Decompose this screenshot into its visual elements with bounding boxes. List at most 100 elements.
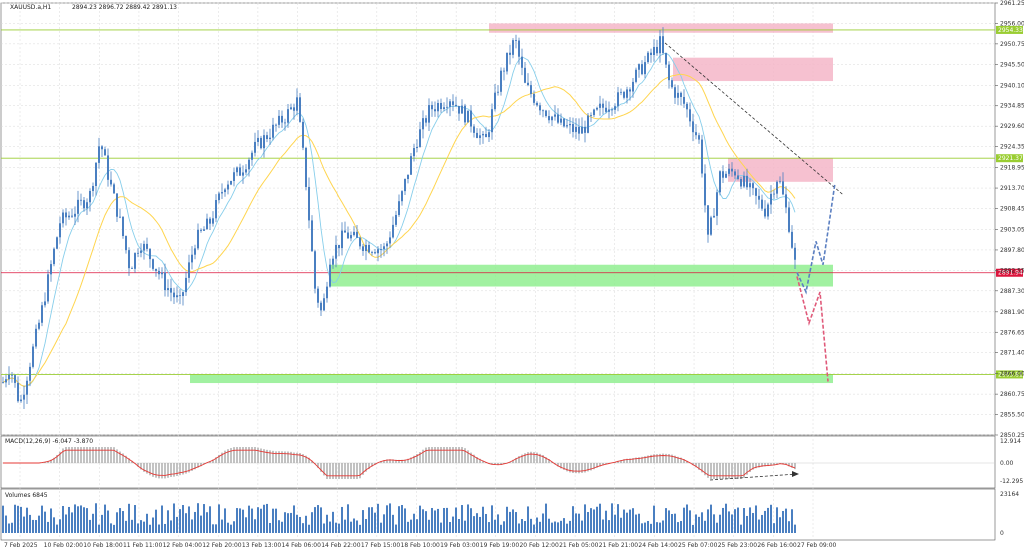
time-label: 25 Feb 23:00 bbox=[718, 542, 758, 549]
candle-body bbox=[68, 215, 70, 218]
volume-bar bbox=[194, 511, 196, 533]
volume-bar bbox=[116, 512, 118, 533]
volume-bar bbox=[506, 506, 508, 533]
volume-bar bbox=[356, 520, 358, 533]
price-tick-label: 2897.80 bbox=[1000, 247, 1024, 254]
candle-body bbox=[197, 229, 199, 249]
candle-body bbox=[416, 146, 418, 149]
macd-arrow-head bbox=[792, 471, 799, 477]
key-level-tag bbox=[996, 268, 1023, 277]
key-level-tag bbox=[996, 370, 1023, 379]
candle-body bbox=[587, 115, 589, 133]
candle-body bbox=[167, 288, 169, 291]
time-label: 26 Feb 16:00 bbox=[757, 542, 797, 549]
volume-bar bbox=[302, 523, 304, 533]
candle-body bbox=[317, 288, 319, 303]
candle-body bbox=[623, 91, 625, 98]
candle-body bbox=[110, 179, 112, 185]
volume-bar bbox=[188, 506, 190, 533]
volume-panel bbox=[2, 503, 796, 533]
candle-body bbox=[218, 193, 220, 201]
candle-body bbox=[746, 175, 748, 188]
candle-body bbox=[38, 322, 40, 329]
candle-body bbox=[650, 52, 652, 55]
volume-bar bbox=[707, 509, 709, 533]
volume-bar bbox=[260, 508, 262, 533]
candle-body bbox=[452, 101, 454, 105]
candle-body bbox=[83, 200, 85, 209]
price-tick-label: 2855.50 bbox=[1000, 412, 1024, 419]
volume-bar bbox=[71, 512, 73, 533]
candle-body bbox=[191, 254, 193, 263]
volume-bar bbox=[440, 522, 442, 533]
volume-bar bbox=[320, 507, 322, 533]
time-label: 12 Feb 20:00 bbox=[202, 542, 242, 549]
key-level-label: 2921.37 bbox=[998, 155, 1023, 162]
candle-body bbox=[497, 91, 499, 93]
price-tick-label: 2940.10 bbox=[1000, 82, 1024, 89]
volume-bar bbox=[563, 518, 565, 533]
volume-bar bbox=[113, 524, 115, 533]
volume-bar bbox=[491, 505, 493, 533]
volume-bar bbox=[617, 504, 619, 533]
candle-body bbox=[326, 286, 328, 299]
candle-body bbox=[767, 204, 769, 217]
macd-tick-label: 12.914 bbox=[1000, 438, 1021, 445]
price-tick-label: 2850.25 bbox=[1000, 432, 1024, 439]
candle-body bbox=[395, 214, 397, 225]
candle-body bbox=[608, 109, 610, 112]
candle-body bbox=[584, 126, 586, 133]
candle-body bbox=[527, 82, 529, 86]
time-label: 17 Feb 15:00 bbox=[361, 542, 401, 549]
volume-bar bbox=[197, 503, 199, 533]
volume-bar bbox=[383, 514, 385, 533]
volume-bar bbox=[794, 524, 796, 533]
volume-bar bbox=[458, 519, 460, 533]
volume-bar bbox=[101, 514, 103, 533]
candle-body bbox=[737, 175, 739, 180]
candle-body bbox=[422, 118, 424, 130]
volume-bar bbox=[656, 522, 658, 533]
candle-body bbox=[698, 135, 700, 140]
candle-body bbox=[65, 212, 67, 218]
price-tick-label: 2913.70 bbox=[1000, 185, 1024, 192]
volume-bar bbox=[677, 522, 679, 533]
volume-bar bbox=[233, 521, 235, 533]
candle-body bbox=[20, 399, 22, 402]
volume-bar bbox=[785, 508, 787, 533]
volume-panel-frame bbox=[0, 488, 996, 541]
candle-body bbox=[188, 262, 190, 278]
volume-bar bbox=[326, 514, 328, 533]
candle-body bbox=[758, 195, 760, 200]
volume-bar bbox=[422, 509, 424, 533]
candle-body bbox=[227, 184, 229, 190]
candle-body bbox=[476, 132, 478, 138]
volume-bar bbox=[443, 507, 445, 533]
candle-body bbox=[785, 194, 787, 208]
candles-layer bbox=[2, 27, 796, 410]
candle-body bbox=[152, 259, 154, 269]
candle-body bbox=[638, 64, 640, 70]
candle-body bbox=[620, 91, 622, 93]
candle-body bbox=[32, 346, 34, 367]
candle-body bbox=[752, 183, 754, 189]
candle-body bbox=[92, 186, 94, 191]
candle-body bbox=[794, 247, 796, 260]
candle-body bbox=[350, 235, 352, 239]
volume-bar bbox=[407, 521, 409, 533]
price-tick-label: 2961.25 bbox=[1000, 0, 1024, 7]
volume-bar bbox=[467, 504, 469, 533]
volume-bar bbox=[401, 504, 403, 533]
volume-bar bbox=[266, 503, 268, 533]
price-tick-label: 2950.75 bbox=[1000, 41, 1024, 48]
volume-bar bbox=[362, 510, 364, 533]
trendline-dashed bbox=[664, 42, 844, 195]
macd-panel bbox=[1, 447, 995, 481]
candle-body bbox=[284, 122, 286, 124]
volume-bar bbox=[86, 508, 88, 533]
candle-body bbox=[236, 167, 238, 173]
volume-bar bbox=[749, 507, 751, 533]
candle-body bbox=[17, 382, 19, 402]
volume-bar bbox=[767, 507, 769, 533]
